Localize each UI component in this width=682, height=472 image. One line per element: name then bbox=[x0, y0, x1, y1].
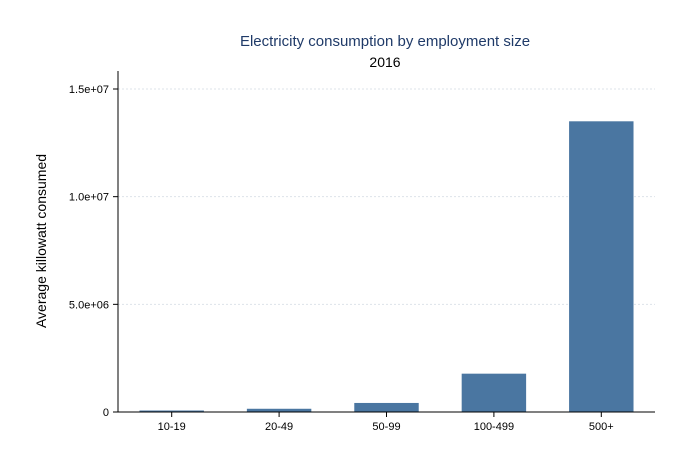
grid-lines bbox=[118, 88, 655, 305]
x-tick-label: 50-99 bbox=[372, 421, 400, 433]
bar-20-49 bbox=[246, 408, 312, 412]
x-tick-label: 100-499 bbox=[474, 421, 514, 433]
chart-subtitle: 2016 bbox=[369, 54, 400, 70]
x-tick-label: 20-49 bbox=[265, 421, 293, 433]
bar-50-99 bbox=[354, 402, 419, 412]
y-tick-label: 1.0e+07 bbox=[69, 192, 109, 204]
bar-500+ bbox=[569, 121, 634, 413]
bar-100-499 bbox=[461, 373, 527, 412]
x-tick-label: 10-19 bbox=[158, 421, 186, 433]
y-tick-label: 1.5e+07 bbox=[69, 84, 109, 96]
y-tick-label: 5.0e+06 bbox=[69, 299, 109, 311]
chart-title: Electricity consumption by employment si… bbox=[240, 33, 530, 50]
tick-labels: 0 5.0e+06 1.0e+07 1.5e+07 10-19 20-49 50-99 100… bbox=[69, 84, 614, 433]
bar-10-19 bbox=[139, 410, 204, 412]
y-axis-label: Average killowatt consumed bbox=[33, 154, 49, 328]
y-tick-label: 0 bbox=[103, 407, 109, 419]
axes bbox=[113, 71, 655, 417]
bars bbox=[139, 121, 634, 413]
x-tick-label: 500+ bbox=[589, 421, 614, 433]
